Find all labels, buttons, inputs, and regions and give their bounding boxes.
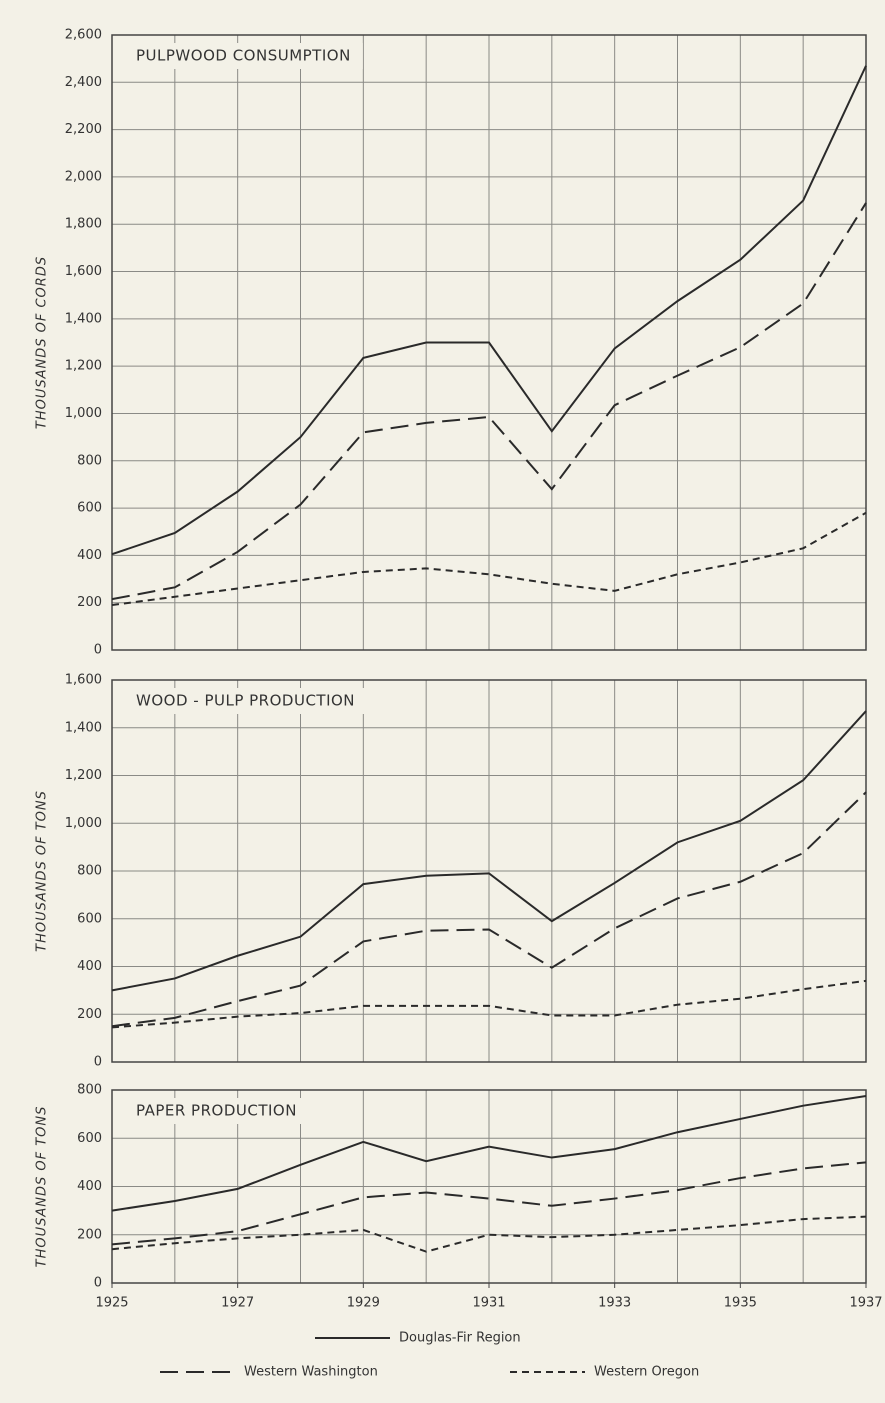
y-tick-label: 2,400 <box>65 75 102 90</box>
y-tick-label: 800 <box>77 864 102 879</box>
legend-label: Western Washington <box>244 1365 378 1380</box>
x-tick-label: 1937 <box>849 1296 882 1311</box>
y-tick-label: 0 <box>94 1055 102 1070</box>
y-axis-label: THOUSANDS OF TONS <box>35 790 50 952</box>
title-backdrop <box>124 43 363 69</box>
series-line <box>111 710 867 992</box>
x-tick-label: 1933 <box>598 1296 631 1311</box>
plot-frame <box>111 34 867 651</box>
y-tick-label: 400 <box>77 548 102 563</box>
y-tick-label: 2,200 <box>65 122 102 137</box>
x-tick-label: 1927 <box>221 1296 254 1311</box>
y-axis-label: THOUSANDS OF TONS <box>35 1106 50 1268</box>
series-line <box>111 791 867 1028</box>
title-backdrop <box>124 1098 309 1124</box>
y-tick-label: 800 <box>77 1083 102 1098</box>
y-tick-label: 1,600 <box>65 264 102 279</box>
series-line <box>111 511 867 607</box>
y-tick-label: 1,600 <box>65 673 102 688</box>
x-tick-label: 1935 <box>724 1296 757 1311</box>
series-line <box>111 65 867 556</box>
y-tick-label: 1,000 <box>65 816 102 831</box>
y-tick-label: 600 <box>77 501 102 516</box>
y-tick-label: 1,200 <box>65 359 102 374</box>
y-tick-label: 1,200 <box>65 768 102 783</box>
y-tick-label: 1,400 <box>65 311 102 326</box>
y-tick-label: 400 <box>77 959 102 974</box>
x-tick-label: 1931 <box>472 1296 505 1311</box>
y-tick-label: 2,000 <box>65 169 102 184</box>
y-tick-label: 0 <box>94 643 102 658</box>
y-tick-label: 1,400 <box>65 720 102 735</box>
y-tick-label: 200 <box>77 1227 102 1242</box>
y-axis-label: THOUSANDS OF CORDS <box>35 256 50 429</box>
legend-label: Western Oregon <box>594 1365 699 1380</box>
y-tick-label: 600 <box>77 911 102 926</box>
series-line <box>111 1095 867 1212</box>
series-line <box>111 1215 867 1253</box>
panel-title: WOOD - PULP PRODUCTION <box>136 692 355 710</box>
y-tick-label: 1,000 <box>65 406 102 421</box>
y-tick-label: 0 <box>94 1276 102 1291</box>
y-tick-label: 800 <box>77 453 102 468</box>
legend-label: Douglas-Fir Region <box>399 1331 521 1346</box>
panel-title: PULPWOOD CONSUMPTION <box>136 47 351 65</box>
x-tick-label: 1925 <box>95 1296 128 1311</box>
y-tick-label: 2,600 <box>65 28 102 43</box>
y-tick-label: 600 <box>77 1131 102 1146</box>
title-backdrop <box>124 688 368 714</box>
series-line <box>111 202 867 601</box>
y-tick-label: 200 <box>77 595 102 610</box>
series-line <box>111 1161 867 1246</box>
y-tick-label: 200 <box>77 1007 102 1022</box>
y-tick-label: 400 <box>77 1179 102 1194</box>
x-tick-label: 1929 <box>347 1296 380 1311</box>
series-line <box>111 979 867 1029</box>
y-tick-label: 1,800 <box>65 217 102 232</box>
panel-title: PAPER PRODUCTION <box>136 1102 297 1120</box>
plot-frame <box>111 679 867 1063</box>
